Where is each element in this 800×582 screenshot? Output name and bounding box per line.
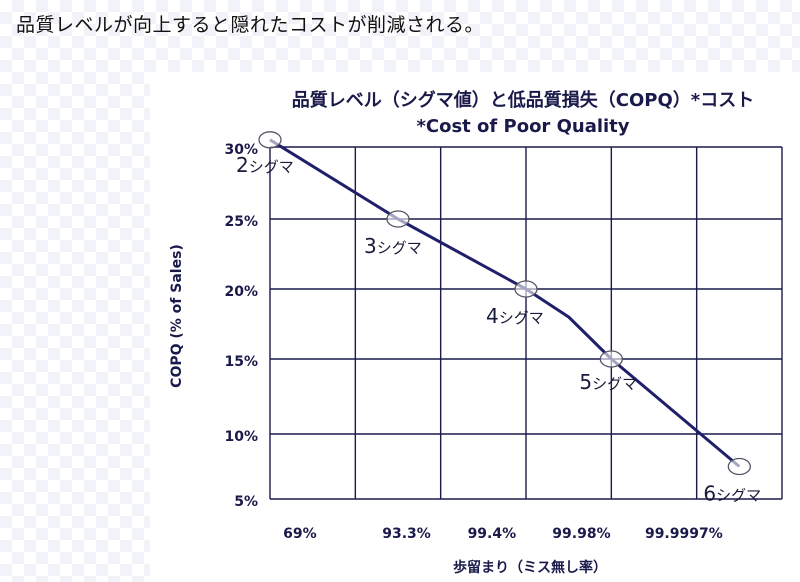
sigma-label: 3シグマ	[364, 234, 422, 258]
sigma-word: シグマ	[716, 487, 761, 505]
sigma-word: シグマ	[592, 375, 637, 393]
x-tick-label: 93.3%	[382, 526, 431, 542]
y-axis-label: COPQ (% of Sales)	[169, 244, 185, 388]
chart-panel: 品質レベル（シグマ値）と低品質損失（COPQ）*コスト *Cost of Poo…	[150, 72, 800, 582]
sigma-word: シグマ	[249, 158, 294, 176]
x-tick-label: 99.9997%	[645, 526, 723, 542]
chart-subtitle: *Cost of Poor Quality	[416, 116, 629, 137]
chart-title: 品質レベル（シグマ値）と低品質損失（COPQ）*コスト	[292, 89, 754, 111]
series-polyline	[269, 138, 741, 468]
y-axis-ticks: 5% 10% 15% 20% 25% 30%	[224, 142, 258, 510]
x-tick-label: 99.98%	[552, 526, 610, 542]
sigma-number: 5	[579, 370, 592, 394]
point-marker	[599, 350, 623, 368]
x-axis-label: 歩留まり（ミス無し率）	[453, 559, 607, 576]
point-markers	[258, 131, 751, 476]
sigma-number: 3	[364, 234, 377, 258]
copq-chart: 品質レベル（シグマ値）と低品質損失（COPQ）*コスト *Cost of Poo…	[169, 89, 783, 576]
sigma-label: 5シグマ	[579, 370, 637, 394]
sigma-number: 2	[236, 153, 249, 177]
y-tick-label: 30%	[224, 142, 258, 158]
y-tick-label: 15%	[224, 354, 258, 370]
y-tick-label: 5%	[234, 494, 258, 510]
sigma-word: シグマ	[377, 239, 422, 257]
sigma-label: 2シグマ	[236, 153, 294, 177]
series-line	[269, 138, 741, 468]
sigma-word: シグマ	[499, 309, 544, 327]
sigma-number: 4	[486, 304, 499, 328]
y-tick-label: 10%	[224, 429, 258, 445]
x-axis-ticks: 69% 93.3% 99.4% 99.98% 99.9997%	[283, 526, 723, 542]
page-title: 品質レベルが向上すると隠れたコストが削減される。	[16, 14, 485, 36]
point-marker	[514, 280, 538, 298]
point-marker	[258, 131, 282, 149]
sigma-number: 6	[703, 482, 716, 506]
grid	[269, 146, 783, 500]
x-tick-label: 99.4%	[468, 526, 517, 542]
point-marker	[386, 210, 410, 228]
sigma-label: 6シグマ	[703, 482, 761, 506]
x-tick-label: 69%	[283, 526, 317, 542]
y-tick-label: 20%	[224, 284, 258, 300]
point-marker	[727, 457, 751, 476]
y-tick-label: 25%	[224, 214, 258, 230]
sigma-label: 4シグマ	[486, 304, 544, 328]
